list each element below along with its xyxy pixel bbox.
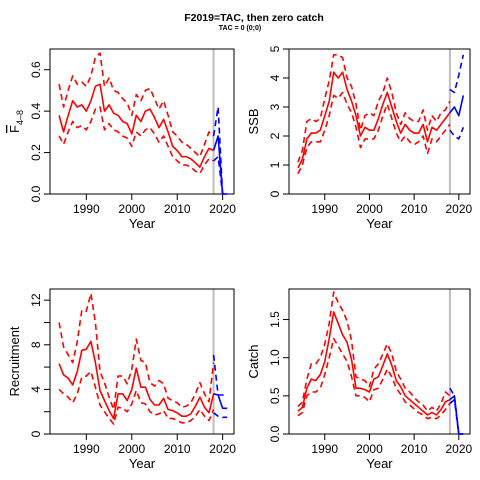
catch-series-lower: [297, 337, 451, 420]
fbar-y-axis-label-main: F: [7, 125, 22, 133]
fbar-y-tick-label: 0.6: [29, 61, 43, 78]
catch-y-tick-label: 0.5: [268, 387, 282, 404]
fbar-x-tick-label: 2000: [118, 202, 145, 216]
ssb-series-proj-lower: [449, 127, 465, 140]
ssb-x-tick-label: 2000: [356, 202, 383, 216]
ssb-series-proj-upper: [449, 54, 465, 94]
recruitment-plot-frame: [49, 288, 235, 435]
ssb-x-tick-label: 2010: [401, 202, 428, 216]
fbar-series-proj-upper: [212, 106, 228, 195]
recruitment-y-tick-label: 8: [29, 341, 43, 348]
recruitment-x-axis-label: Year: [129, 456, 156, 471]
catch-panel: 1990 2000 2010 2020 0.0 0.5 1.0 1.5 Year Catch: [246, 288, 472, 471]
fbar-series-upper: [58, 52, 215, 158]
recruitment-x-tick-label: 1990: [73, 442, 100, 456]
fbar-y-tick-label: 0.0: [29, 185, 43, 202]
ssb-series-median: [297, 71, 451, 169]
fbar-x-axis-label: Year: [129, 216, 156, 231]
catch-y-tick-label: 0.0: [268, 425, 282, 442]
ssb-series-upper: [297, 53, 451, 163]
catch-plot-frame: [288, 288, 471, 435]
fbar-series-proj-median: [212, 135, 228, 195]
catch-x-tick-label: 2020: [445, 442, 472, 456]
ssb-y-tick-label: 5: [268, 45, 282, 52]
fbar-series-median: [58, 83, 214, 168]
ssb-y-tick-label: 0: [268, 190, 282, 197]
recruitment-series-proj-upper: [212, 354, 228, 396]
recruitment-x-tick-label: 2020: [209, 442, 236, 456]
recruitment-panel: 1990 2000 2010 2020 0 4 8 12 Year Recruitment: [7, 288, 236, 471]
fbar-y-axis-label: F4–8: [7, 110, 25, 133]
ssb-y-tick-label: 2: [268, 132, 282, 139]
catch-y-tick-label: 1.0: [268, 349, 282, 366]
recruitment-series-lower: [58, 370, 215, 425]
catch-series-proj-upper: [449, 387, 464, 435]
fbar-plot-frame: [49, 48, 235, 195]
catch-x-tick-label: 1990: [311, 442, 338, 456]
fbar-panel: 1990 2000 2010 2020 0.0 0.2 0.4 0.6 Year F4–8: [7, 48, 236, 231]
ssb-y-tick-label: 4: [268, 74, 282, 81]
recruitment-y-tick-label: 4: [29, 386, 43, 393]
recruitment-series-upper: [58, 292, 215, 411]
ssb-series-lower: [297, 91, 451, 175]
recruitment-y-tick-label: 12: [29, 293, 43, 307]
ssb-y-tick-label: 1: [268, 161, 282, 168]
recruitment-series-proj-lower: [213, 412, 228, 419]
catch-y-axis-label: Catch: [246, 345, 261, 379]
catch-series-proj-lower: [449, 398, 464, 435]
fbar-x-tick-label: 2010: [164, 202, 191, 216]
ssb-series-proj-median: [449, 95, 465, 117]
recruitment-x-tick-label: 2010: [164, 442, 191, 456]
figure-title: F2019=TAC, then zero catch: [184, 12, 324, 24]
recruitment-y-tick-label: 0: [29, 430, 43, 437]
catch-x-tick-label: 2010: [401, 442, 428, 456]
recruitment-series-proj-median: [213, 393, 228, 410]
ssb-y-tick-label: 3: [268, 103, 282, 110]
ssb-x-tick-label: 2020: [445, 202, 472, 216]
ssb-x-axis-label: Year: [366, 216, 393, 231]
fbar-y-tick-label: 0.4: [29, 102, 43, 119]
catch-series-upper: [297, 291, 451, 412]
fbar-y-axis-label-sub: 4–8: [15, 110, 25, 125]
fbar-y-tick-label: 0.2: [29, 144, 43, 161]
catch-series-median: [297, 311, 451, 416]
ssb-y-axis-label: SSB: [246, 108, 261, 134]
fbar-x-tick-label: 1990: [73, 202, 100, 216]
catch-y-tick-label: 1.5: [268, 311, 282, 328]
ssb-plot-frame: [288, 48, 471, 195]
ssb-panel: 1990 2000 2010 2020 0 1 2 3 4 5 Year SSB: [246, 45, 472, 231]
recruitment-x-tick-label: 2000: [118, 442, 145, 456]
catch-x-axis-label: Year: [366, 456, 393, 471]
fbar-x-tick-label: 2020: [209, 202, 236, 216]
figure-subtitle: TAC = 0 (0;0): [219, 25, 261, 32]
ssb-x-tick-label: 1990: [311, 202, 338, 216]
recruitment-series-median: [58, 340, 215, 420]
fbar-series-lower: [58, 106, 214, 175]
catch-x-tick-label: 2000: [356, 442, 383, 456]
fbar-series-proj-lower: [213, 155, 228, 195]
recruitment-y-axis-label: Recruitment: [7, 326, 22, 396]
